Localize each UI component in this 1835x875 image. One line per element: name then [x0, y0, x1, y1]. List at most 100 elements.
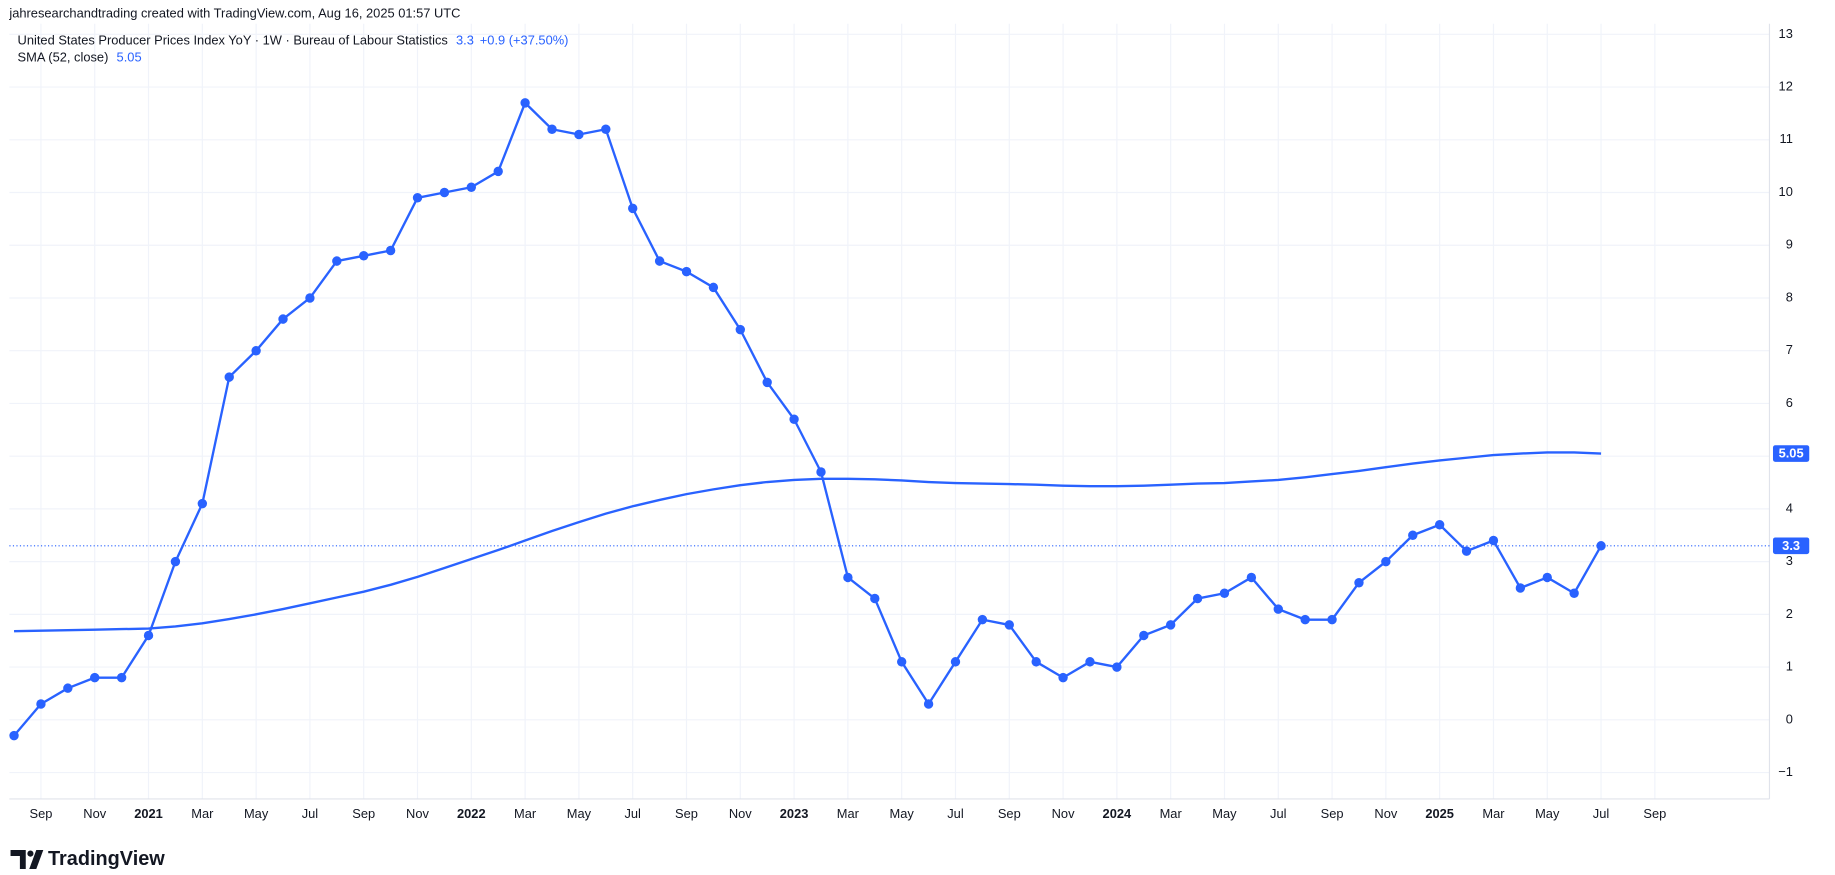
y-tick-label: −1 [1778, 764, 1793, 779]
data-point [90, 672, 100, 683]
x-tick-label: May [1212, 806, 1237, 821]
data-point [143, 630, 154, 641]
data-point [305, 293, 315, 303]
x-tick-label: 2021 [134, 806, 163, 821]
brand: TradingView [48, 848, 165, 870]
data-point [9, 730, 19, 741]
data-point [36, 699, 46, 709]
data-point [1219, 588, 1230, 599]
data-point [197, 498, 208, 509]
x-tick-label: 2024 [1103, 806, 1132, 821]
data-point [1085, 657, 1095, 667]
x-tick-label: May [1535, 806, 1560, 821]
x-tick-label: May [567, 806, 592, 821]
x-tick-label: Jul [624, 806, 641, 821]
legend-value: 5.05 [117, 50, 142, 65]
data-point [1031, 657, 1041, 667]
x-tick-label: Jul [1270, 806, 1287, 821]
data-point [897, 657, 907, 667]
logo-mark [27, 850, 34, 857]
data-point [1246, 572, 1257, 583]
x-tick-label: Mar [1482, 806, 1505, 821]
data-point [762, 377, 772, 388]
series-line [13, 101, 1603, 737]
data-point [708, 282, 719, 293]
y-tick-label: 9 [1786, 237, 1793, 252]
data-point [1327, 614, 1337, 625]
y-tick-label: 3 [1786, 553, 1793, 568]
grid [9, 23, 1770, 799]
data-point [1408, 530, 1418, 541]
data-point [251, 345, 261, 356]
legend-name: United States Producer Prices Index YoY … [18, 33, 449, 48]
data-point [923, 699, 934, 709]
data-point [466, 182, 476, 192]
x-tick-label: 2023 [780, 806, 809, 821]
data-point [359, 251, 369, 261]
data-point [439, 187, 450, 198]
x-tick-label: 2025 [1425, 806, 1454, 821]
data-point [816, 467, 826, 477]
x-tick-label: Nov [1052, 806, 1075, 821]
data-point [789, 414, 799, 425]
price-tag-label: 5.05 [1779, 445, 1804, 460]
x-tick-label: May [890, 806, 915, 821]
x-tick-label: Sep [998, 806, 1021, 821]
data-point [950, 657, 961, 667]
x-tick-label: Mar [1160, 806, 1183, 821]
data-point [412, 193, 423, 203]
x-tick-label: Nov [1374, 806, 1397, 821]
data-point [1434, 519, 1445, 530]
data-point [547, 124, 557, 134]
y-tick-label: 10 [1779, 184, 1793, 199]
data-point [1139, 630, 1149, 641]
logo: TradingView [10, 848, 165, 870]
logo-mark [29, 850, 44, 870]
x-tick-label: Jul [302, 806, 319, 821]
data-point [735, 324, 745, 335]
price-tag [1772, 537, 1810, 555]
legend-change: +0.9 (+37.50%) [480, 33, 569, 48]
y-tick-label: 4 [1786, 500, 1793, 515]
logo-mark [10, 850, 26, 870]
y-tick-label: 11 [1780, 131, 1793, 146]
x-tick-label: Nov [83, 806, 106, 821]
y-tick-label: 6 [1786, 395, 1793, 410]
x-tick-label: Nov [406, 806, 429, 821]
data-point [1300, 614, 1310, 625]
header: jahresearchandtrading created with Tradi… [8, 6, 460, 21]
data-point [1058, 672, 1068, 683]
x-tick-label: Jul [947, 806, 964, 821]
data-point [1112, 662, 1122, 672]
data-point [574, 129, 584, 140]
data-point [1165, 620, 1176, 630]
data-point [1569, 588, 1579, 599]
data-point [1596, 541, 1606, 551]
x-tick-label: May [244, 806, 269, 821]
data-point [1515, 583, 1526, 593]
data-point [681, 266, 692, 277]
data-point [385, 245, 396, 256]
data-point [1461, 546, 1472, 556]
data-point [493, 166, 503, 177]
legend-entry: SMA (52, close) 5.05 [18, 50, 142, 65]
y-tick-label: 7 [1786, 342, 1793, 357]
y-tick-label: 0 [1786, 711, 1793, 726]
data-point [843, 572, 853, 583]
data-point [1004, 620, 1014, 630]
data-point [224, 372, 234, 382]
data-point [1354, 577, 1364, 588]
data-point [1542, 572, 1552, 583]
x-tick-label: Mar [514, 806, 537, 821]
legend-entry: United States Producer Prices Index YoY … [18, 33, 569, 48]
x-tick-label: Mar [191, 806, 214, 821]
series-line [14, 451, 1602, 633]
legend-value: 3.3 [456, 33, 474, 48]
y-tick-label: 2 [1786, 606, 1793, 621]
price-tag-label: 3.3 [1782, 538, 1800, 553]
y-tick-label: 1 [1786, 658, 1793, 673]
data-point [1488, 535, 1499, 546]
legend-name: SMA (52, close) [18, 50, 109, 65]
